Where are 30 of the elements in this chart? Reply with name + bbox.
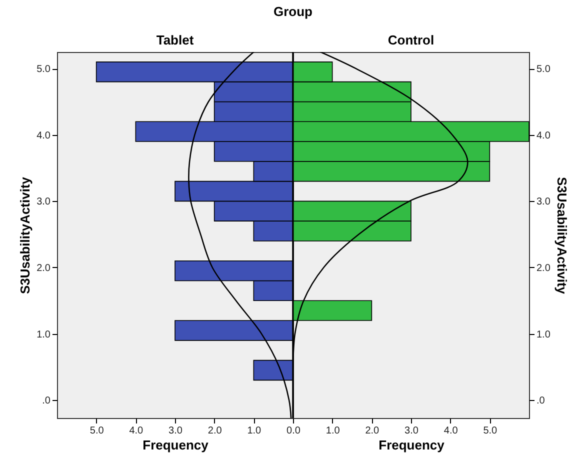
chart-title: Tablet xyxy=(156,32,194,48)
chart-title: Control xyxy=(388,32,434,48)
x-tick-label: 4.0 xyxy=(444,426,458,436)
y-tick-label: 5.0 xyxy=(36,64,51,76)
x-axis-title: Frequency xyxy=(378,438,446,452)
x-tick-label: 2.0 xyxy=(365,426,380,436)
y-tick-label: 5.0 xyxy=(536,64,551,76)
x-tick-label: 0.0 xyxy=(286,426,301,436)
y-tick-label: 1.0 xyxy=(536,329,551,340)
y-tick-label: 2.0 xyxy=(36,262,51,274)
y-tick-label: .0 xyxy=(42,396,51,407)
x-tick-label: 5.0 xyxy=(90,426,104,436)
y-tick-label: .0 xyxy=(536,396,546,407)
y-tick-label: 2.0 xyxy=(536,262,551,274)
y-tick-label: 3.0 xyxy=(536,196,551,208)
x-tick-label: 1.0 xyxy=(247,426,262,436)
x-tick-label: 3.0 xyxy=(168,426,183,436)
x-tick-label: 2.0 xyxy=(208,426,222,436)
x-tick-label: 3.0 xyxy=(404,426,419,436)
y-axis-title: S3UsabilityActivity xyxy=(554,176,570,295)
y-tick-label: 1.0 xyxy=(36,329,51,340)
y-tick-label: 3.0 xyxy=(36,196,51,208)
x-tick-label: 1.0 xyxy=(326,426,340,436)
x-tick-label: 5.0 xyxy=(483,426,498,436)
x-axis-title: Frequency xyxy=(142,438,210,452)
y-axis-title: S3UsabilityActivity xyxy=(18,176,33,294)
x-tick-label: 4.0 xyxy=(129,426,144,436)
y-tick-label: 4.0 xyxy=(36,130,51,142)
y-tick-label: 4.0 xyxy=(536,130,551,142)
text: Group xyxy=(272,3,314,21)
